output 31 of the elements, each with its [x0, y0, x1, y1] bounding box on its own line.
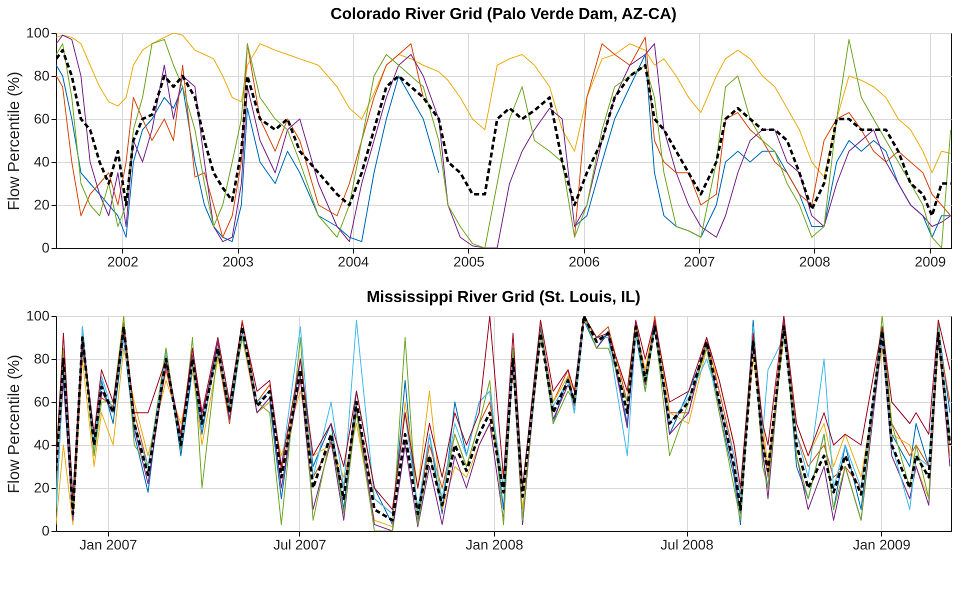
- x-tick-label: 2009: [914, 254, 946, 270]
- y-tick-label: 100: [26, 308, 50, 324]
- y-axis-title: Flow Percentile (%): [6, 72, 24, 210]
- x-tick-label: 2008: [799, 254, 831, 270]
- x-tick-label: Jul 2008: [660, 536, 714, 552]
- line-series: [56, 48, 951, 218]
- x-tick-label: 2007: [684, 254, 716, 270]
- y-tick-label: 0: [42, 240, 50, 256]
- x-tick-label: Jan 2007: [80, 536, 138, 552]
- x-tick-label: 2004: [338, 254, 370, 270]
- x-tick-label: 2002: [107, 254, 139, 270]
- y-tick-label: 80: [34, 350, 50, 366]
- y-tick-label: 20: [34, 196, 50, 212]
- x-tick-label: 2006: [568, 254, 600, 270]
- y-axis-title: Flow Percentile (%): [6, 354, 24, 494]
- y-tick-label: 20: [34, 480, 50, 496]
- y-tick-label: 0: [42, 522, 50, 538]
- y-tick-label: 60: [34, 394, 50, 410]
- x-tick-label: 2005: [453, 254, 485, 270]
- x-tick-label: Jan 2009: [852, 536, 911, 552]
- line-series: [56, 33, 951, 178]
- y-tick-label: 80: [34, 68, 50, 84]
- x-tick-label: Jan 2008: [466, 536, 524, 552]
- y-tick-label: 60: [34, 110, 50, 126]
- y-tick-label: 40: [34, 436, 50, 452]
- x-tick-label: Jul 2007: [273, 536, 326, 552]
- chart-title: Mississippi River Grid (St. Louis, IL): [366, 289, 640, 306]
- y-tick-label: 40: [34, 154, 50, 170]
- x-tick-label: 2003: [222, 254, 254, 270]
- y-tick-label: 100: [26, 24, 50, 40]
- chart-title: Colorado River Grid (Palo Verde Dam, AZ-CA): [330, 6, 677, 23]
